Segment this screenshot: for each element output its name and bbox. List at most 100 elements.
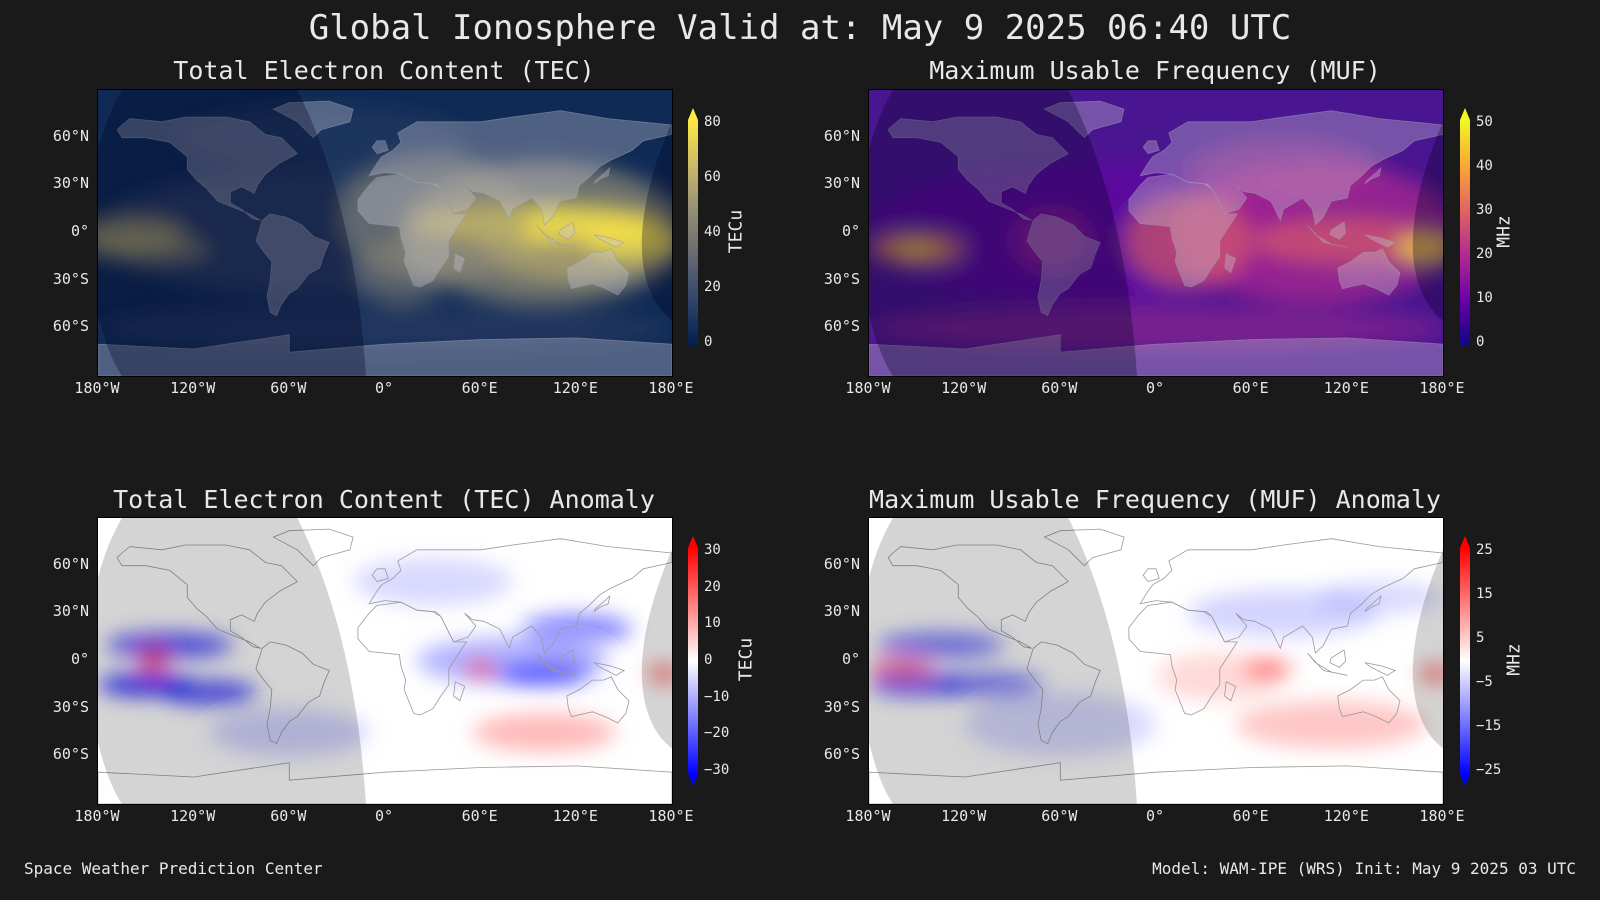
colorbar-gradient xyxy=(1460,548,1470,774)
landmass xyxy=(272,100,354,139)
x-tick-label: 120°E xyxy=(552,379,598,397)
landmass xyxy=(368,110,672,226)
landmass xyxy=(453,253,466,274)
x-tick-label: 120°E xyxy=(1323,379,1369,397)
landmass xyxy=(1329,649,1347,668)
landmass xyxy=(558,221,576,240)
colorbar-label: TECu xyxy=(735,637,757,682)
colorbar-label: MHz xyxy=(1503,643,1525,676)
x-tick-label: 120°W xyxy=(941,807,987,825)
x-tick-label: 0° xyxy=(1145,379,1165,397)
landmass xyxy=(116,544,298,649)
y-tick-label: 0° xyxy=(841,650,860,668)
colorbar-tick-label: −30 xyxy=(704,762,730,778)
colorbar-extend-max xyxy=(688,108,698,120)
map-background xyxy=(869,518,1443,804)
panel-title-muf-anomaly: Maximum Usable Frequency (MUF) Anomaly xyxy=(869,485,1441,514)
field-region xyxy=(1235,700,1428,749)
panel-title-tec: Total Electron Content (TEC) xyxy=(173,56,595,85)
landmass xyxy=(1224,681,1237,702)
colorbar-tick-label: 10 xyxy=(704,615,721,632)
y-tick-label: 30°N xyxy=(823,602,860,621)
x-tick-label: 60°E xyxy=(1232,807,1269,825)
field-region xyxy=(892,240,941,257)
landmass xyxy=(536,224,577,248)
field-region xyxy=(869,306,1443,351)
landmass xyxy=(1224,253,1237,274)
x-tick-label: 60°W xyxy=(270,379,307,397)
field-region xyxy=(1251,217,1443,265)
colorbar-extend-max xyxy=(688,536,698,548)
colorbar-tick-label: 80 xyxy=(704,114,721,130)
landmass xyxy=(1364,662,1397,676)
landmass xyxy=(1128,173,1239,288)
y-tick-label: 30°S xyxy=(823,269,860,288)
colorbar-tick-label: 0 xyxy=(704,652,713,668)
landmass xyxy=(453,681,466,702)
night-shading xyxy=(869,90,1137,376)
landmass xyxy=(116,116,298,221)
colorbar-tick-label: 60 xyxy=(704,169,721,185)
coastlines xyxy=(869,528,1443,804)
landmass xyxy=(1307,224,1348,248)
landmass xyxy=(1142,568,1160,583)
landmass xyxy=(536,652,577,676)
coastlines xyxy=(869,100,1443,376)
y-tick-label: 30°S xyxy=(823,697,860,716)
colorbar-tick-label: 40 xyxy=(704,224,721,240)
field-region xyxy=(353,240,449,305)
landmass xyxy=(869,334,1443,376)
landmass xyxy=(1307,652,1348,676)
colorbar-tick-label: 25 xyxy=(1476,542,1493,558)
landmass xyxy=(255,213,330,317)
landmass xyxy=(593,662,626,676)
landmass xyxy=(1364,234,1397,248)
x-tick-label: 180°E xyxy=(1419,807,1465,825)
colorbar-tick-label: 0 xyxy=(704,334,713,350)
x-tick-label: 0° xyxy=(1145,807,1165,825)
landmass xyxy=(371,140,389,155)
landmass xyxy=(98,334,672,376)
colorbar-label: MHz xyxy=(1493,215,1515,248)
y-tick-label: 30°S xyxy=(52,269,89,288)
colorbar-tec-anomaly xyxy=(688,536,698,786)
map-muf xyxy=(868,89,1444,377)
landmass xyxy=(368,538,672,654)
landmass xyxy=(1337,676,1401,724)
colorbar-tick-label: 30 xyxy=(704,542,721,558)
colorbar-extend-max xyxy=(1460,108,1470,120)
colorbar-tick-label: 5 xyxy=(1476,630,1485,646)
night-shading xyxy=(869,518,1137,804)
landmass xyxy=(357,601,468,716)
coastlines xyxy=(98,100,672,376)
landmass xyxy=(593,166,611,185)
landmass xyxy=(1142,140,1160,155)
landmass xyxy=(272,528,354,567)
y-tick-label: 60°S xyxy=(823,745,860,764)
field-region xyxy=(1419,664,1443,684)
colorbar-tick-label: 20 xyxy=(1476,246,1493,262)
field-region xyxy=(496,661,593,687)
x-tick-label: 180°E xyxy=(648,379,694,397)
landmass xyxy=(566,676,630,724)
x-tick-label: 60°E xyxy=(461,807,498,825)
colorbar-tick-label: −10 xyxy=(704,688,730,705)
colorbar-tick-label: −20 xyxy=(704,725,730,742)
landmass xyxy=(887,544,1069,649)
y-tick-label: 30°S xyxy=(52,697,89,716)
x-tick-label: 0° xyxy=(374,807,394,825)
coastlines xyxy=(98,528,672,804)
field-region xyxy=(161,680,258,706)
colorbar-extend-min xyxy=(688,774,698,786)
y-tick-label: 0° xyxy=(70,650,89,668)
x-tick-label: 120°W xyxy=(170,807,216,825)
y-tick-label: 60°S xyxy=(823,317,860,336)
night-shading-edge xyxy=(1412,549,1443,749)
x-tick-label: 60°W xyxy=(1041,807,1078,825)
colorbar-gradient xyxy=(1460,120,1470,346)
landmass xyxy=(1139,538,1443,654)
x-tick-label: 180°E xyxy=(1419,379,1465,397)
field-region xyxy=(932,672,1045,698)
x-tick-label: 0° xyxy=(374,379,394,397)
colorbar-extend-max xyxy=(1460,536,1470,548)
